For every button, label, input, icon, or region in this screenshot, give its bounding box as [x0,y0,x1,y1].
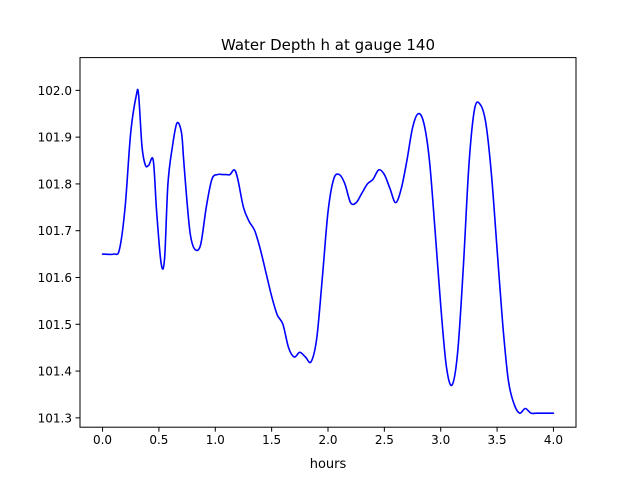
x-tick-label: 1.0 [206,433,225,447]
x-tick-label: 2.0 [318,433,337,447]
x-tick-label: 0.0 [93,433,112,447]
y-tick-label: 102.0 [38,84,72,98]
x-tick-label: 4.0 [544,433,563,447]
series-line [101,88,555,415]
chart-title: Water Depth h at gauge 140 [221,36,435,54]
y-tick-label: 101.5 [38,318,72,332]
y-tick-label: 101.8 [38,177,72,191]
x-axis-label: hours [310,457,347,472]
y-tick-label: 101.7 [38,224,72,238]
x-tick-label: 3.5 [488,433,507,447]
y-axis: 101.3 101.4 101.5 101.6 101.7 101.8 101.9 102.0 [38,84,80,425]
x-tick-label: 0.5 [149,433,168,447]
x-axis: 0.0 0.5 1.0 1.5 2.0 2.5 3.0 3.5 4.0 [93,427,563,447]
plot-area [101,88,555,415]
x-tick-label: 1.5 [262,433,281,447]
y-tick-label: 101.3 [38,411,72,425]
x-tick-label: 2.5 [375,433,394,447]
x-tick-label: 3.0 [431,433,450,447]
y-tick-label: 101.9 [38,131,72,145]
y-tick-label: 101.4 [38,365,72,379]
y-tick-label: 101.6 [38,271,72,285]
